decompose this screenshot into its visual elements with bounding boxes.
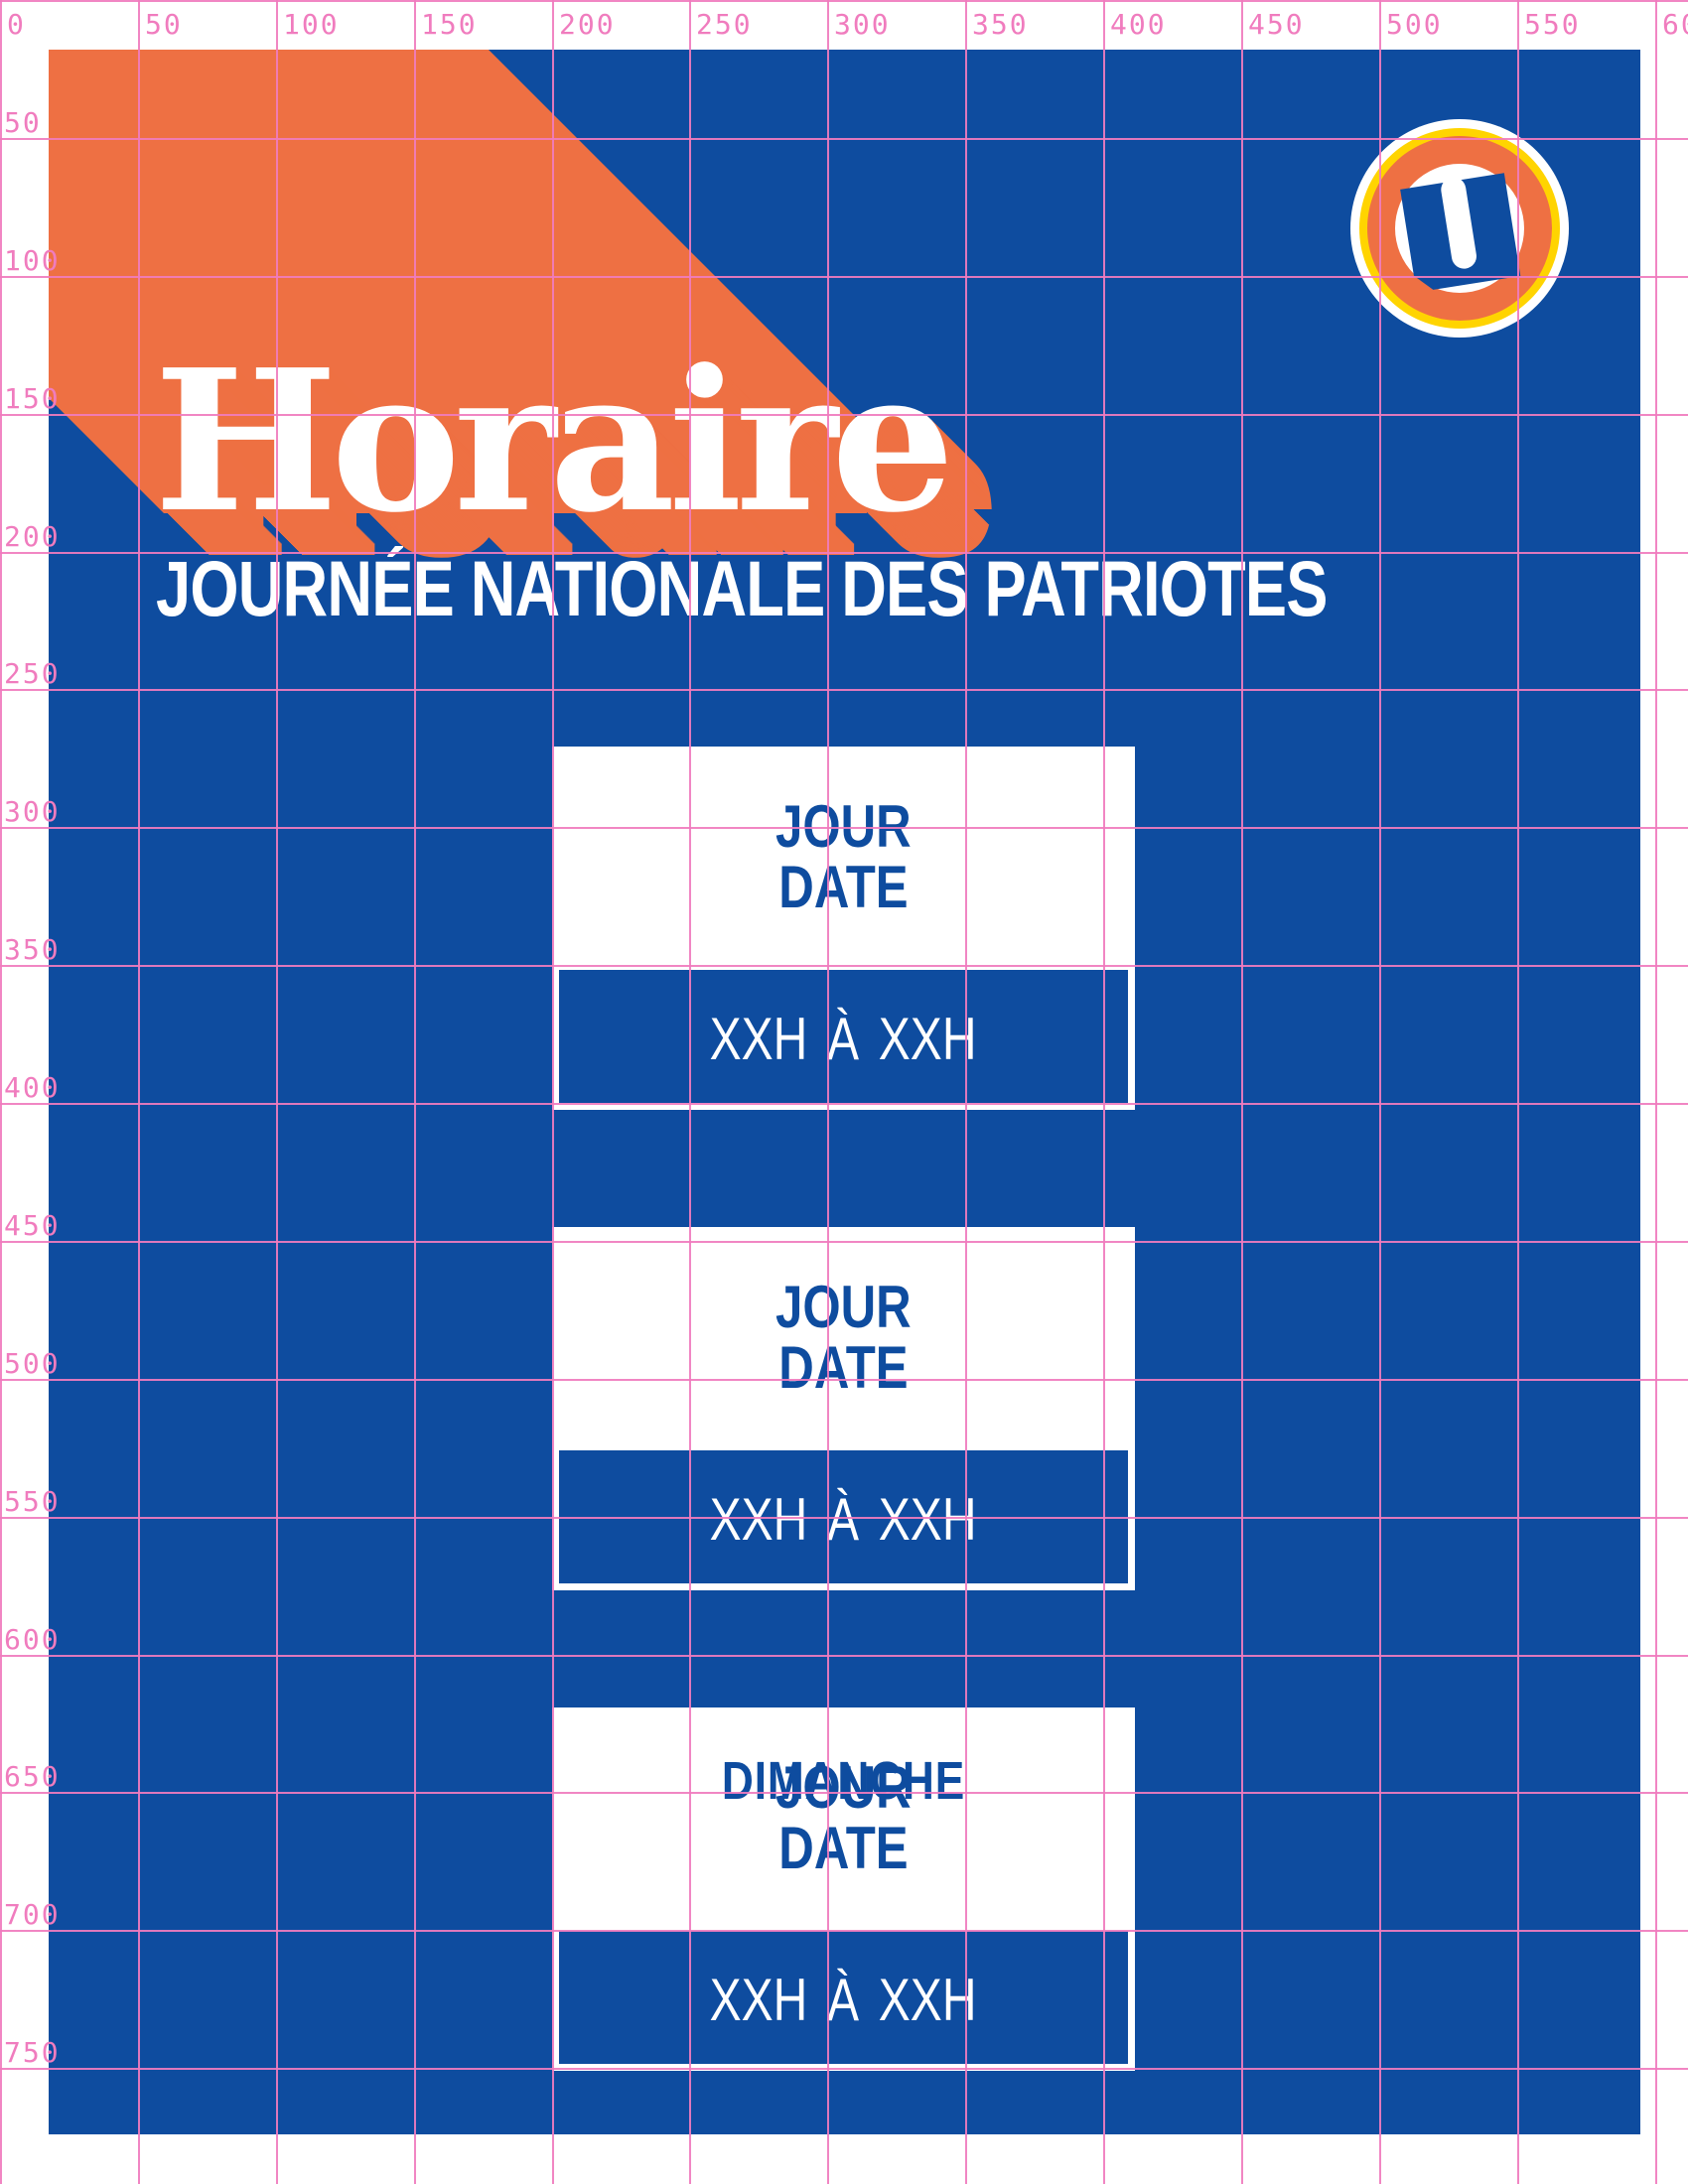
ruler-label-top: 300 — [834, 8, 891, 41]
card-day-header: JOUR DATE — [552, 1227, 1135, 1450]
ruler-label-top: 50 — [145, 8, 183, 41]
ruler-label-top: 150 — [421, 8, 478, 41]
card-day-label: JOUR — [775, 1274, 912, 1340]
ruler-label-top: 200 — [559, 8, 616, 41]
card-time-bar[interactable] — [552, 970, 1135, 1110]
card-time-bar[interactable] — [552, 1450, 1135, 1590]
ruler-label-top: 400 — [1110, 8, 1167, 41]
card-day-label: JOUR — [775, 1754, 912, 1821]
card-time-label: XXH À XXH — [710, 1006, 977, 1072]
card-date-label: DATE — [778, 1815, 909, 1881]
orange-corner-band — [49, 50, 867, 513]
schedule-card-3[interactable]: DIMANCHE JOUR DATE XXH À XXH — [552, 1707, 1135, 2071]
poster-title[interactable]: Horaire — [154, 328, 955, 556]
grid-line-horizontal — [0, 0, 1688, 2]
ruler-label-top: 500 — [1386, 8, 1443, 41]
ruler-label-top: 0 — [7, 8, 26, 41]
card-time-label: XXH À XXH — [710, 1967, 977, 2033]
grid-line-vertical — [0, 0, 2, 2184]
poster-subtitle[interactable]: JOURNÉE NATIONALE DES PATRIOTES — [156, 544, 1328, 632]
schedule-card-1[interactable]: JOUR DATE XXH À XXH — [552, 747, 1135, 1110]
schedule-card-2[interactable]: JOUR DATE XXH À XXH — [552, 1227, 1135, 1590]
ruler-label-left: 50 — [4, 106, 42, 139]
ruler-label-top: 550 — [1524, 8, 1581, 41]
card-time-bar[interactable] — [552, 1931, 1135, 2071]
poster-artboard[interactable]: Horaire JOURNÉE NATIONALE DES PATRIOTES … — [49, 50, 1640, 2134]
ruler-label-top: 450 — [1248, 8, 1305, 41]
card-date-label: DATE — [778, 854, 909, 920]
card-overlay-day-label: DIMANCHE — [721, 1751, 966, 1811]
card-time-label: XXH À XXH — [710, 1486, 977, 1553]
card-day-header: JOUR DATE — [552, 747, 1135, 970]
card-date-label: DATE — [778, 1334, 909, 1401]
ruler-label-top: 600 — [1662, 8, 1688, 41]
card-day-label: JOUR — [775, 793, 912, 860]
ruler-label-top: 250 — [696, 8, 753, 41]
uniprix-logo-icon[interactable] — [1340, 109, 1579, 347]
ruler-label-top: 350 — [972, 8, 1029, 41]
card-day-header: DIMANCHE JOUR DATE — [552, 1707, 1135, 1931]
ruler-label-top: 100 — [283, 8, 340, 41]
grid-line-vertical — [1655, 0, 1657, 2184]
